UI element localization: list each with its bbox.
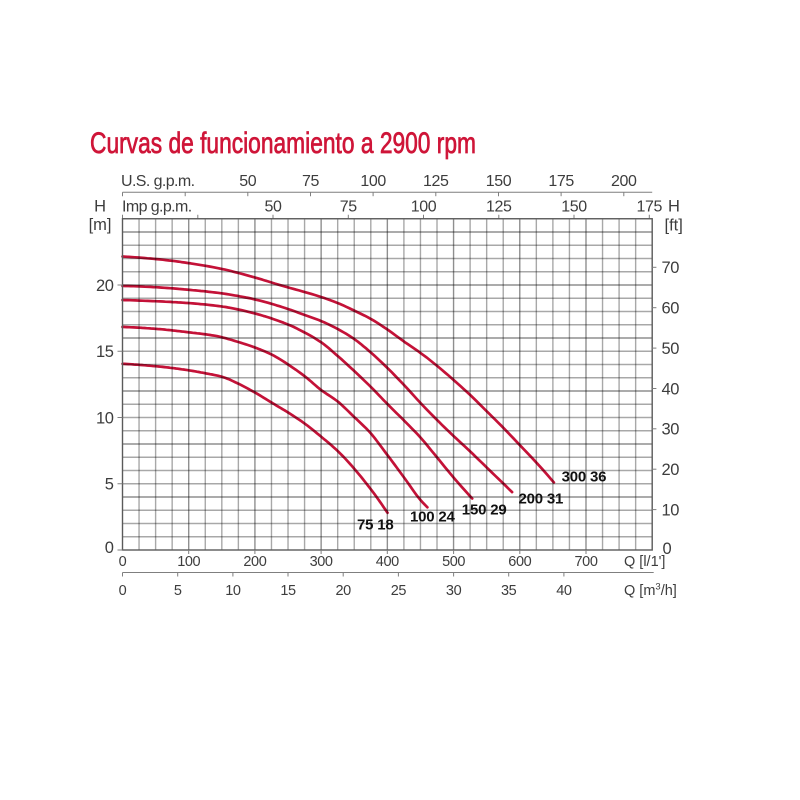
svg-text:[m]: [m]	[89, 216, 112, 234]
svg-text:175: 175	[548, 173, 574, 190]
svg-text:15: 15	[96, 343, 114, 361]
svg-text:20: 20	[336, 583, 352, 599]
svg-text:50: 50	[662, 340, 680, 358]
svg-text:Q [m3/h]: Q [m3/h]	[624, 582, 677, 600]
svg-text:30: 30	[446, 583, 462, 599]
svg-text:0: 0	[663, 540, 672, 558]
svg-text:H: H	[668, 198, 680, 216]
svg-text:75 18: 75 18	[357, 517, 394, 534]
svg-text:700: 700	[575, 554, 598, 570]
svg-text:10: 10	[96, 409, 114, 427]
svg-text:125: 125	[423, 173, 449, 190]
svg-text:100: 100	[177, 554, 200, 570]
svg-text:0: 0	[119, 554, 127, 570]
svg-text:10: 10	[662, 501, 680, 519]
svg-text:0: 0	[105, 539, 114, 557]
svg-text:Curvas de funcionamiento a 290: Curvas de funcionamiento a 2900 rpm	[90, 127, 476, 160]
svg-text:50: 50	[265, 199, 282, 216]
svg-text:Q [l/1']: Q [l/1']	[624, 554, 665, 570]
svg-text:75: 75	[302, 173, 319, 190]
svg-text:200: 200	[243, 554, 266, 570]
svg-text:40: 40	[556, 583, 572, 599]
svg-text:50: 50	[239, 173, 256, 190]
svg-text:175: 175	[637, 199, 663, 216]
svg-text:[ft]: [ft]	[665, 217, 683, 235]
svg-text:60: 60	[662, 300, 680, 318]
svg-text:H: H	[94, 198, 106, 216]
svg-text:70: 70	[662, 259, 680, 277]
svg-text:35: 35	[501, 583, 517, 599]
svg-text:20: 20	[96, 277, 114, 295]
svg-text:0: 0	[119, 583, 127, 599]
svg-text:10: 10	[225, 583, 241, 599]
svg-text:125: 125	[486, 199, 512, 216]
svg-text:400: 400	[376, 554, 399, 570]
svg-text:200 31: 200 31	[519, 491, 564, 508]
svg-text:300: 300	[310, 554, 333, 570]
svg-text:600: 600	[508, 554, 531, 570]
svg-text:5: 5	[105, 476, 114, 494]
svg-text:75: 75	[340, 199, 357, 216]
svg-text:100 24: 100 24	[410, 509, 456, 526]
svg-text:Imp g.p.m.: Imp g.p.m.	[122, 199, 192, 216]
svg-text:U.S. g.p.m.: U.S. g.p.m.	[121, 173, 194, 190]
svg-text:40: 40	[662, 380, 680, 398]
svg-text:150 29: 150 29	[462, 502, 507, 519]
svg-text:100: 100	[411, 199, 437, 216]
svg-text:500: 500	[442, 554, 465, 570]
svg-text:300 36: 300 36	[562, 469, 607, 486]
svg-text:30: 30	[662, 421, 680, 439]
svg-text:150: 150	[561, 199, 587, 216]
svg-text:15: 15	[280, 583, 296, 599]
svg-text:150: 150	[486, 173, 512, 190]
svg-text:200: 200	[611, 173, 637, 190]
svg-text:20: 20	[662, 461, 680, 479]
svg-text:100: 100	[360, 173, 386, 190]
svg-text:5: 5	[174, 583, 182, 599]
svg-text:25: 25	[391, 583, 407, 599]
